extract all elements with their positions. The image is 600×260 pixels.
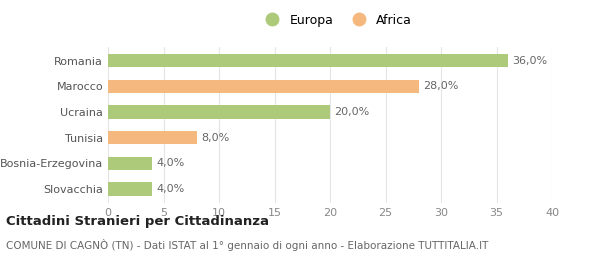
Bar <box>108 131 197 144</box>
Text: 4,0%: 4,0% <box>157 184 185 194</box>
Text: 8,0%: 8,0% <box>201 133 229 143</box>
Text: 28,0%: 28,0% <box>423 81 458 91</box>
Bar <box>108 105 330 119</box>
Text: 20,0%: 20,0% <box>334 107 370 117</box>
Text: COMUNE DI CAGNÒ (TN) - Dati ISTAT al 1° gennaio di ogni anno - Elaborazione TUTT: COMUNE DI CAGNÒ (TN) - Dati ISTAT al 1° … <box>6 239 488 251</box>
Text: 4,0%: 4,0% <box>157 158 185 168</box>
Bar <box>108 182 152 196</box>
Text: Cittadini Stranieri per Cittadinanza: Cittadini Stranieri per Cittadinanza <box>6 214 269 228</box>
Text: 36,0%: 36,0% <box>512 56 547 66</box>
Bar <box>108 80 419 93</box>
Legend: Europa, Africa: Europa, Africa <box>255 9 417 32</box>
Bar <box>108 54 508 67</box>
Bar <box>108 157 152 170</box>
